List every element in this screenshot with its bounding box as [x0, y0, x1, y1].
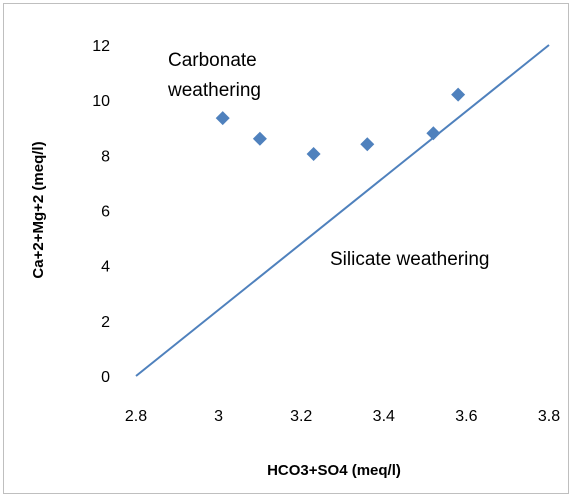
y-tick-label: 2 — [101, 314, 110, 331]
x-tick-label: 3.6 — [455, 408, 477, 425]
y-tick-label: 12 — [92, 38, 110, 55]
y-tick-label: 0 — [101, 369, 110, 386]
data-point-diamond — [252, 131, 267, 146]
data-point-diamond — [451, 87, 466, 102]
x-tick-label: 3 — [214, 408, 223, 425]
chart-frame — [3, 3, 569, 494]
silicate-carbonate-boundary-line — [135, 44, 550, 377]
carbonate-label-line1: Carbonate — [168, 50, 257, 71]
x-tick-label: 3.2 — [290, 408, 312, 425]
y-tick-label: 10 — [92, 93, 110, 110]
data-point-diamond — [215, 111, 230, 126]
y-tick-labels: 0 2 4 6 8 10 12 — [92, 38, 110, 386]
x-tick-labels: 2.8 3 3.2 3.4 3.6 3.8 — [125, 408, 560, 425]
silicate-label: Silicate weathering — [330, 249, 489, 270]
data-point-diamond — [426, 126, 441, 141]
x-axis-title: HCO3+SO4 (meq/l) — [267, 462, 401, 479]
x-tick-label: 3.8 — [538, 408, 560, 425]
y-tick-label: 4 — [101, 259, 110, 276]
data-point-diamond — [360, 137, 375, 152]
y-tick-label: 8 — [101, 148, 110, 165]
x-tick-label: 2.8 — [125, 408, 147, 425]
x-tick-label: 3.4 — [373, 408, 395, 425]
y-tick-label: 6 — [101, 204, 110, 221]
y-axis-title: Ca+2+Mg+2 (meq/l) — [30, 141, 47, 278]
carbonate-label-line2: weathering — [167, 80, 261, 101]
data-point-diamond — [306, 146, 321, 161]
data-points — [215, 87, 466, 161]
